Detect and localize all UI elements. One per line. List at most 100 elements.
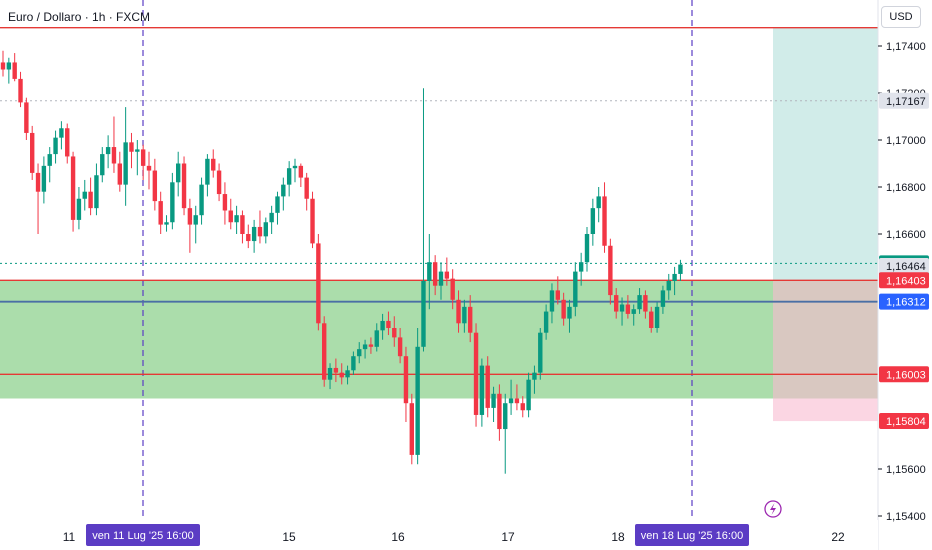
candle[interactable]: [637, 288, 642, 314]
candle[interactable]: [140, 144, 146, 180]
candle[interactable]: [263, 217, 268, 244]
candle[interactable]: [257, 210, 263, 244]
candle[interactable]: [251, 219, 257, 253]
candle[interactable]: [625, 295, 631, 319]
candle[interactable]: [222, 182, 228, 225]
candle[interactable]: [584, 226, 590, 272]
candle[interactable]: [543, 304, 549, 340]
candle[interactable]: [614, 288, 619, 319]
candle[interactable]: [105, 135, 111, 169]
candle[interactable]: [146, 151, 152, 190]
price-badge[interactable]: [879, 272, 929, 289]
candle[interactable]: [351, 351, 356, 376]
candle[interactable]: [228, 198, 233, 230]
candle[interactable]: [678, 259, 683, 281]
candle[interactable]: [158, 191, 163, 234]
candle[interactable]: [135, 140, 140, 176]
candle[interactable]: [549, 283, 555, 324]
candle[interactable]: [561, 292, 566, 326]
candle[interactable]: [421, 88, 426, 352]
candle[interactable]: [386, 311, 391, 336]
candle[interactable]: [24, 97, 29, 140]
candle[interactable]: [368, 337, 374, 354]
candle[interactable]: [88, 177, 93, 216]
candle[interactable]: [94, 163, 99, 216]
currency-button[interactable]: USD: [881, 6, 921, 28]
candle[interactable]: [170, 172, 175, 230]
candle[interactable]: [608, 238, 613, 305]
candle[interactable]: [0, 50, 6, 77]
candle[interactable]: [654, 302, 660, 333]
candle[interactable]: [590, 198, 596, 246]
candle[interactable]: [234, 205, 239, 234]
candle[interactable]: [240, 210, 245, 244]
candle[interactable]: [176, 151, 181, 197]
candle[interactable]: [12, 53, 17, 82]
candle[interactable]: [660, 285, 666, 314]
candle[interactable]: [462, 299, 467, 333]
candle[interactable]: [129, 132, 134, 169]
stop-loss-zone[interactable]: [773, 280, 878, 422]
candle[interactable]: [298, 163, 304, 188]
candle[interactable]: [432, 255, 438, 296]
candle[interactable]: [438, 262, 444, 300]
candle[interactable]: [427, 234, 432, 310]
candle[interactable]: [164, 215, 169, 232]
candle[interactable]: [333, 358, 339, 383]
candle[interactable]: [374, 323, 379, 352]
candle[interactable]: [269, 205, 274, 234]
candle[interactable]: [567, 299, 572, 333]
candle[interactable]: [672, 266, 677, 296]
candle[interactable]: [18, 71, 23, 108]
candle[interactable]: [76, 187, 82, 230]
candle[interactable]: [327, 363, 333, 390]
candle[interactable]: [41, 156, 47, 204]
candle[interactable]: [181, 156, 187, 216]
candle[interactable]: [362, 339, 368, 359]
candle[interactable]: [514, 384, 520, 411]
candle[interactable]: [397, 328, 403, 364]
candle[interactable]: [82, 179, 87, 211]
candle[interactable]: [310, 191, 315, 249]
candle[interactable]: [520, 396, 525, 418]
candle[interactable]: [479, 358, 485, 427]
candle[interactable]: [573, 262, 578, 317]
candle[interactable]: [59, 121, 64, 150]
alert-bolt-icon[interactable]: [764, 500, 782, 518]
candle[interactable]: [649, 306, 654, 333]
candle[interactable]: [53, 130, 58, 164]
candle[interactable]: [286, 161, 292, 197]
candle[interactable]: [316, 234, 321, 331]
candle[interactable]: [216, 163, 222, 202]
demand-zone[interactable]: [0, 280, 878, 399]
candle[interactable]: [497, 384, 502, 441]
candle[interactable]: [415, 328, 420, 465]
candle[interactable]: [503, 393, 508, 474]
candle[interactable]: [322, 316, 327, 387]
time-highlight-badge[interactable]: [86, 524, 200, 546]
candle[interactable]: [292, 158, 298, 183]
candle[interactable]: [152, 158, 158, 211]
candle[interactable]: [123, 107, 128, 206]
candle[interactable]: [70, 151, 76, 232]
candle[interactable]: [187, 198, 193, 253]
candle[interactable]: [380, 313, 385, 340]
candle[interactable]: [643, 290, 648, 319]
candle[interactable]: [193, 205, 198, 244]
candle[interactable]: [491, 386, 496, 422]
candle[interactable]: [47, 147, 52, 183]
candle[interactable]: [304, 172, 309, 211]
candle[interactable]: [205, 154, 210, 197]
candle[interactable]: [619, 297, 625, 326]
candle[interactable]: [6, 57, 12, 84]
candle[interactable]: [468, 295, 473, 343]
candle[interactable]: [578, 252, 584, 286]
candle[interactable]: [409, 393, 414, 465]
candle[interactable]: [30, 125, 35, 180]
candle[interactable]: [65, 123, 70, 164]
price-badge[interactable]: [879, 413, 929, 430]
candle[interactable]: [392, 316, 397, 347]
candle[interactable]: [339, 363, 344, 385]
price-badge[interactable]: [879, 257, 929, 274]
